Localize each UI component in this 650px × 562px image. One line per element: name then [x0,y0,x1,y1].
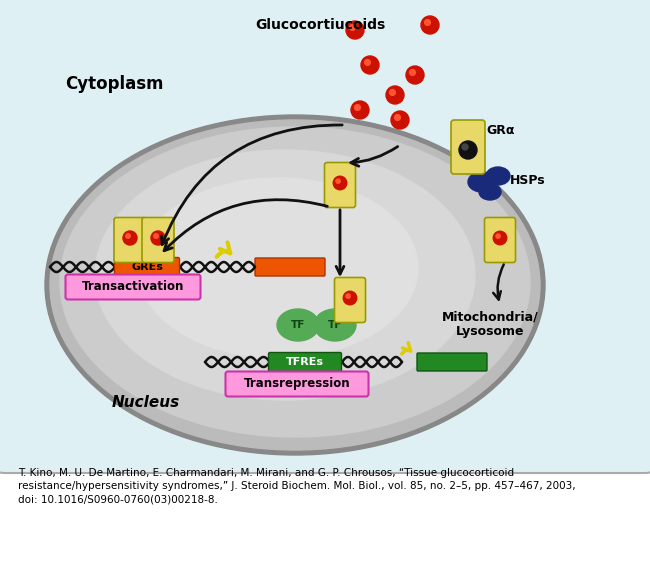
FancyBboxPatch shape [484,217,515,262]
FancyArrowPatch shape [402,343,411,354]
Circle shape [493,231,507,245]
Ellipse shape [138,178,418,358]
Text: Glucocortiucoids: Glucocortiucoids [255,18,385,32]
Circle shape [154,234,159,238]
Text: Transactivation: Transactivation [82,280,184,293]
FancyBboxPatch shape [255,258,325,276]
Circle shape [496,234,500,238]
FancyArrowPatch shape [216,242,230,257]
Text: GREs: GREs [131,262,163,272]
Circle shape [350,25,356,30]
Text: Nucleus: Nucleus [112,395,180,410]
Ellipse shape [50,120,540,450]
FancyBboxPatch shape [268,352,341,371]
FancyBboxPatch shape [226,371,369,397]
Text: TF: TF [328,320,342,330]
FancyBboxPatch shape [114,257,179,277]
Circle shape [336,179,340,183]
Circle shape [123,231,137,245]
Circle shape [365,60,370,65]
Text: TF: TF [291,320,306,330]
Circle shape [126,234,130,238]
FancyBboxPatch shape [451,120,485,174]
Circle shape [424,20,430,25]
Circle shape [459,141,477,159]
Ellipse shape [314,309,356,341]
Circle shape [343,291,357,305]
Text: T. Kino, M. U. De Martino, E. Charmandari, M. Mirani, and G. P. Chrousos, “Tissu: T. Kino, M. U. De Martino, E. Charmandar… [18,468,576,505]
Text: Cytoplasm: Cytoplasm [65,75,164,93]
Ellipse shape [60,127,530,437]
Circle shape [395,115,400,120]
Circle shape [391,111,409,129]
Ellipse shape [479,184,501,200]
Circle shape [462,144,468,150]
Ellipse shape [95,150,475,400]
Text: TFREs: TFREs [286,357,324,367]
FancyBboxPatch shape [417,353,487,371]
Circle shape [406,66,424,84]
Circle shape [389,89,395,96]
Ellipse shape [468,172,496,192]
Ellipse shape [486,167,510,185]
Circle shape [355,105,360,110]
FancyBboxPatch shape [142,217,174,262]
Circle shape [361,56,379,74]
Circle shape [386,86,404,104]
Text: Mitochondria/
Lysosome: Mitochondria/ Lysosome [441,310,538,338]
FancyBboxPatch shape [335,278,365,323]
Circle shape [351,101,369,119]
Text: GRα: GRα [486,124,515,137]
Circle shape [346,294,350,298]
Circle shape [151,231,165,245]
FancyBboxPatch shape [0,0,650,473]
FancyBboxPatch shape [114,217,146,262]
Circle shape [421,16,439,34]
FancyBboxPatch shape [66,274,200,300]
Text: Transrepression: Transrepression [244,378,350,391]
FancyBboxPatch shape [324,162,356,207]
Circle shape [346,21,364,39]
Ellipse shape [277,309,319,341]
Circle shape [410,70,415,75]
Circle shape [333,176,346,190]
Ellipse shape [45,115,545,455]
Text: HSPs: HSPs [510,174,545,187]
